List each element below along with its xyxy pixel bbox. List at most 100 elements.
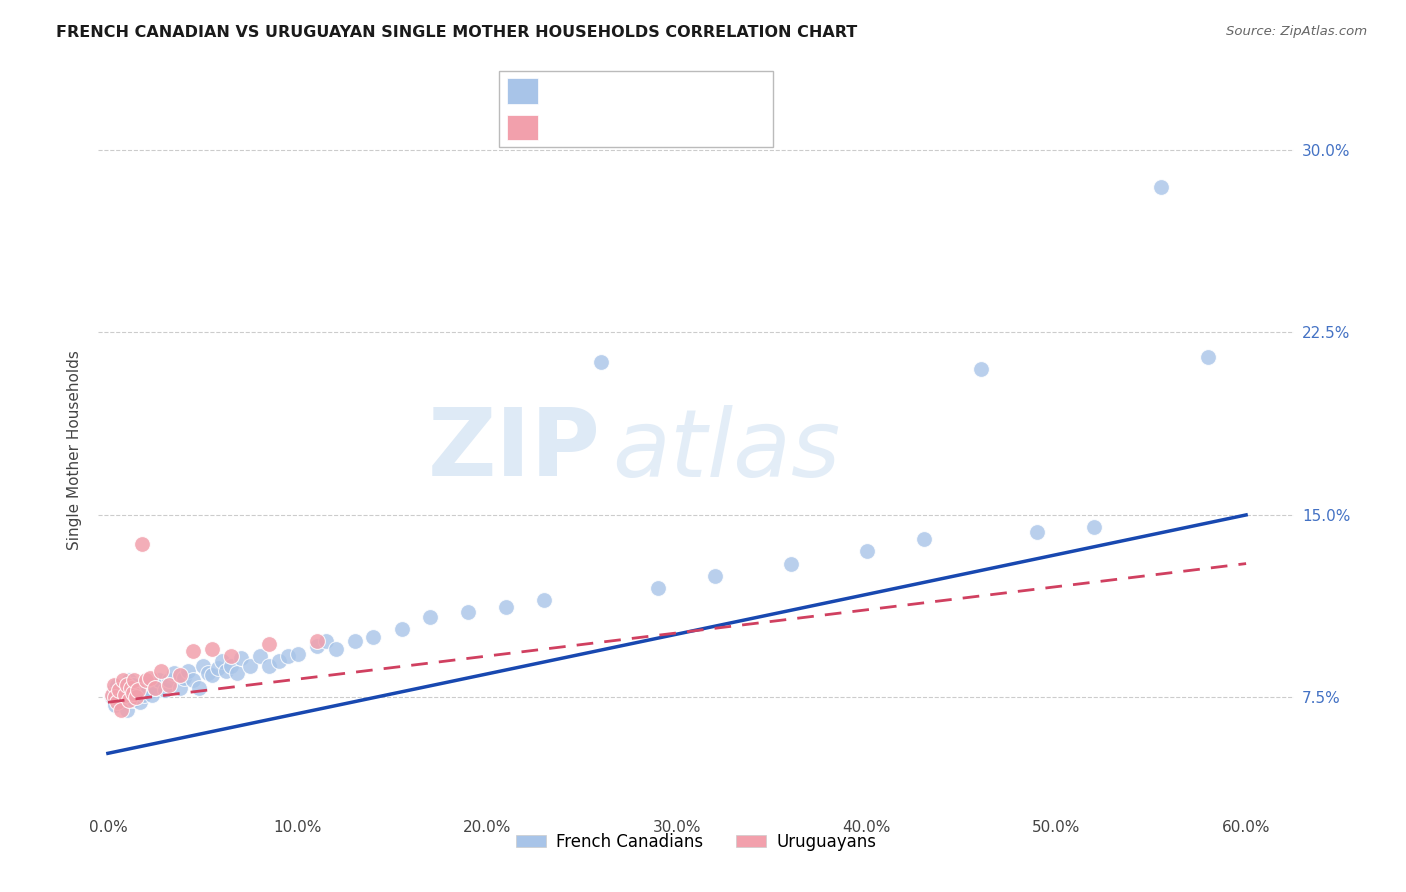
Point (112, 681, 135, 695)
Bar (508, 114, 537, 140)
Point (219, 658, 242, 673)
Text: 69: 69 (682, 82, 704, 100)
Point (110, 702, 132, 716)
Point (257, 658, 280, 673)
Point (181, 644, 204, 658)
Point (103, 683, 125, 698)
Point (855, 544, 877, 558)
Text: R =: R = (546, 118, 585, 136)
Point (239, 658, 262, 673)
Text: atlas: atlas (613, 405, 841, 496)
Point (135, 673, 157, 688)
Text: ZIP: ZIP (427, 404, 600, 497)
Point (115, 702, 138, 716)
Point (153, 683, 176, 698)
Point (219, 648, 242, 663)
Point (343, 634, 366, 648)
Point (150, 664, 173, 678)
Legend: French Canadians, Uruguayans: French Canadians, Uruguayans (509, 826, 883, 857)
Point (647, 581, 669, 595)
Point (214, 664, 236, 678)
Point (267, 654, 290, 668)
Point (103, 678, 125, 692)
Point (1083, 520, 1105, 534)
Point (120, 688, 142, 702)
Point (105, 695, 128, 709)
Text: 0.165: 0.165 (585, 118, 643, 136)
Point (108, 683, 131, 698)
Point (495, 600, 517, 615)
Point (225, 666, 247, 681)
Point (127, 683, 149, 698)
Point (363, 630, 385, 644)
Text: Source: ZipAtlas.com: Source: ZipAtlas.com (1226, 25, 1367, 38)
Point (138, 671, 160, 685)
Point (118, 673, 141, 688)
Point (143, 681, 166, 695)
Point (112, 673, 135, 688)
Point (136, 683, 159, 698)
Point (121, 685, 143, 699)
Point (129, 695, 152, 709)
Text: R =: R = (546, 82, 585, 100)
Point (124, 693, 146, 707)
Point (114, 688, 136, 702)
Point (191, 658, 214, 673)
Point (127, 690, 149, 705)
Point (115, 685, 138, 699)
Point (138, 673, 160, 688)
Point (207, 661, 229, 675)
Text: 27: 27 (682, 118, 704, 136)
Point (201, 668, 224, 682)
Point (969, 362, 991, 376)
Text: N =: N = (645, 118, 686, 136)
Point (173, 671, 195, 685)
Point (115, 678, 138, 692)
Point (391, 622, 413, 636)
Point (591, 354, 613, 368)
Point (779, 557, 801, 571)
Point (157, 678, 180, 692)
Point (169, 668, 191, 682)
Point (703, 568, 725, 582)
Point (325, 641, 347, 656)
Point (104, 690, 127, 705)
Point (315, 634, 337, 648)
Point (100, 688, 122, 702)
Point (287, 647, 309, 661)
Text: 0.483: 0.483 (585, 82, 637, 100)
Point (105, 678, 128, 692)
Point (912, 533, 935, 547)
Point (131, 681, 153, 695)
Point (181, 673, 204, 688)
Point (131, 537, 153, 551)
Point (1150, 179, 1173, 194)
Point (108, 688, 131, 702)
Point (100, 690, 122, 705)
Point (533, 593, 555, 607)
Point (249, 648, 271, 663)
Y-axis label: Single Mother Households: Single Mother Households (66, 351, 82, 550)
Point (141, 688, 163, 702)
Point (457, 605, 479, 619)
Point (118, 693, 141, 707)
Point (132, 688, 155, 702)
Point (114, 690, 136, 705)
Point (211, 654, 233, 668)
Point (305, 640, 328, 654)
Point (135, 678, 157, 692)
Point (197, 666, 219, 681)
Text: N =: N = (645, 82, 686, 100)
Point (277, 648, 299, 663)
Point (125, 690, 148, 705)
Point (305, 634, 328, 648)
Point (143, 681, 166, 695)
Text: FRENCH CANADIAN VS URUGUAYAN SINGLE MOTHER HOUSEHOLDS CORRELATION CHART: FRENCH CANADIAN VS URUGUAYAN SINGLE MOTH… (56, 25, 858, 40)
Point (120, 681, 142, 695)
Point (163, 666, 186, 681)
Point (188, 681, 211, 695)
Point (121, 678, 143, 692)
Point (148, 673, 170, 688)
Point (1197, 350, 1219, 364)
Point (176, 664, 198, 678)
